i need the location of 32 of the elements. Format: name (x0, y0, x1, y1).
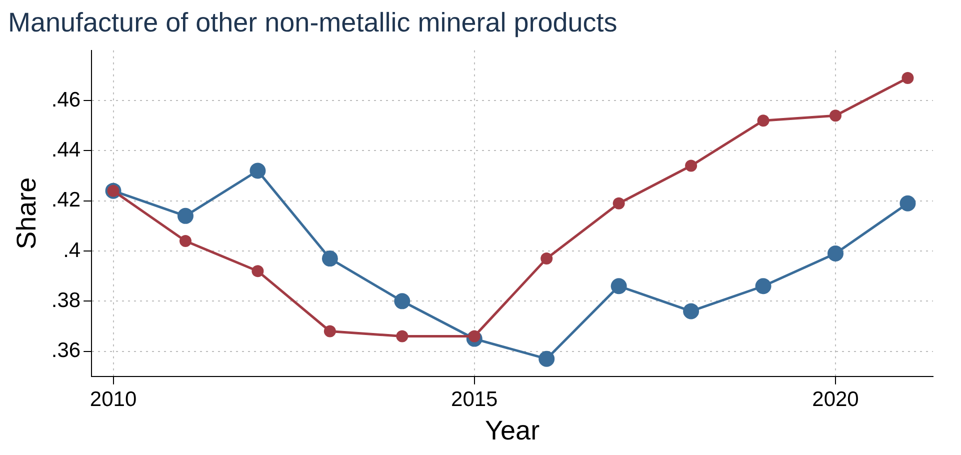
y-tick-label: .4 (63, 238, 81, 262)
point (612, 197, 625, 210)
point (610, 278, 627, 294)
point (755, 278, 772, 294)
point (252, 265, 264, 278)
point (900, 195, 916, 212)
point (538, 350, 555, 367)
x-tick-label: 2010 (90, 388, 137, 411)
point (324, 325, 336, 338)
x-tick-label: 2020 (812, 388, 859, 411)
point (828, 246, 844, 262)
point (540, 252, 553, 265)
point (179, 234, 192, 247)
y-tick-label: .44 (51, 138, 81, 162)
y-tick-label: .46 (51, 88, 81, 112)
y-axis-title: Share (12, 177, 42, 250)
chart-title: Manufacture of other non-metallic mineral products (8, 8, 618, 38)
x-axis-title: Year (485, 415, 540, 446)
y-tick-label: .42 (51, 188, 81, 212)
point (830, 110, 842, 122)
point (250, 162, 266, 179)
point (685, 160, 698, 172)
x-tick-label: 2015 (451, 388, 498, 411)
y-tick-label: .38 (51, 288, 81, 312)
y-tick-label: .36 (51, 339, 81, 362)
point (177, 208, 194, 224)
point (394, 293, 410, 310)
point (322, 250, 338, 267)
point (902, 72, 914, 84)
point (683, 303, 700, 320)
point (757, 114, 770, 127)
point (396, 330, 408, 342)
